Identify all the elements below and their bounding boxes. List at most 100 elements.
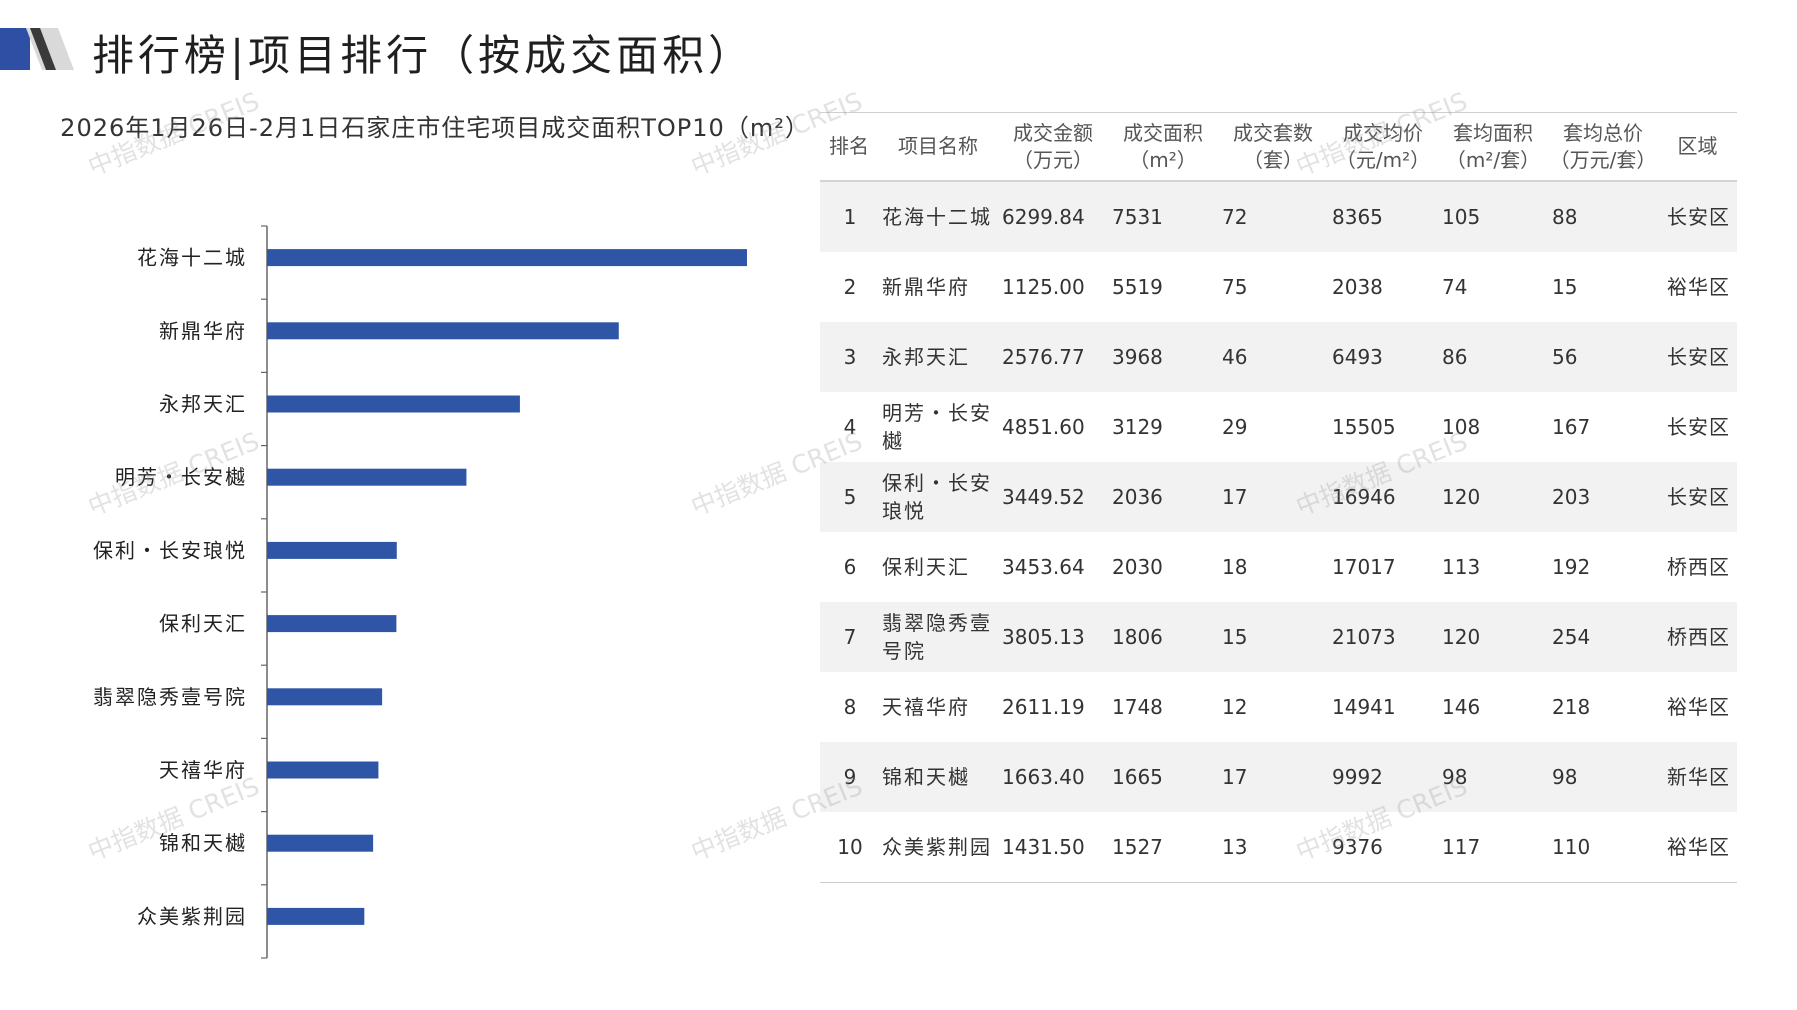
table-cell: 218 <box>1552 695 1591 719</box>
table-row: 7 翡翠隐秀壹号院 3805.13 1806 15 21073 120 254 桥西区 <box>820 602 1737 672</box>
table-cell: 花海十二城 <box>882 205 992 229</box>
table-row: 3 永邦天汇 2576.77 3968 46 6493 86 56 长安区 <box>820 322 1737 392</box>
table-cell: 裕华区 <box>1667 835 1730 859</box>
table-cell: 6 <box>843 555 857 579</box>
bar-3 <box>267 395 520 413</box>
header-decoration-icon <box>0 28 74 70</box>
table-cell: 3129 <box>1112 415 1163 439</box>
bar-5 <box>267 541 397 559</box>
column-header: 成交均价 （元/m²） <box>1335 120 1431 172</box>
table-cell: 15 <box>1222 625 1248 649</box>
table-row: 1 花海十二城 6299.84 7531 72 8365 105 88 长安区 <box>820 181 1737 252</box>
table-cell: 新鼎华府 <box>882 275 970 299</box>
table-row: 8 天禧华府 2611.19 1748 12 14941 146 218 裕华区 <box>820 672 1737 742</box>
table-cell: 3453.64 <box>1002 555 1085 579</box>
table-cell: 2030 <box>1112 555 1163 579</box>
category-label: 保利・长安琅悦 <box>93 538 247 562</box>
column-header: 区域 <box>1677 134 1718 158</box>
table-row: 5 保利・长安琅悦 3449.52 2036 17 16946 120 203 长安区 <box>820 462 1737 532</box>
table-cell: 1665 <box>1112 765 1163 789</box>
bar-1 <box>267 249 747 267</box>
category-label: 新鼎华府 <box>159 319 247 343</box>
table-cell: 5 <box>843 485 857 509</box>
table-cell: 众美紫荆园 <box>882 835 992 859</box>
table-cell: 永邦天汇 <box>882 345 970 369</box>
table-cell: 裕华区 <box>1667 275 1730 299</box>
table-cell: 18 <box>1222 555 1248 579</box>
table-cell: 8 <box>843 695 857 719</box>
table-cell: 2611.19 <box>1002 695 1085 719</box>
table-cell: 天禧华府 <box>882 695 970 719</box>
table-cell: 46 <box>1222 345 1248 369</box>
table-cell: 1 <box>843 205 857 229</box>
table-cell: 98 <box>1552 765 1578 789</box>
table-cell: 2038 <box>1332 275 1383 299</box>
table-cell: 113 <box>1442 555 1481 579</box>
table-cell: 13 <box>1222 835 1248 859</box>
bar-6 <box>267 615 397 633</box>
table-cell: 长安区 <box>1667 205 1730 229</box>
column-header: 成交面积 （m²） <box>1123 120 1203 172</box>
table-cell: 15 <box>1552 275 1578 299</box>
category-label: 众美紫荆园 <box>137 904 247 928</box>
table-cell: 15505 <box>1332 415 1396 439</box>
table-cell: 明芳・长安樾 <box>882 401 992 453</box>
table-cell: 2576.77 <box>1002 345 1085 369</box>
page-title: 排行榜|项目排行（按成交面积） <box>92 31 755 80</box>
category-label: 永邦天汇 <box>159 392 247 416</box>
table-cell: 192 <box>1552 555 1591 579</box>
table-cell: 翡翠隐秀壹号院 <box>882 611 992 663</box>
table-cell: 3805.13 <box>1002 625 1085 649</box>
category-label: 翡翠隐秀壹号院 <box>93 685 247 709</box>
table-cell: 桥西区 <box>1667 555 1730 579</box>
bar-8 <box>267 761 379 779</box>
table-cell: 203 <box>1552 485 1591 509</box>
table-row: 2 新鼎华府 1125.00 5519 75 2038 74 15 裕华区 <box>820 252 1737 322</box>
table-cell: 7 <box>843 625 857 649</box>
table-cell: 保利・长安琅悦 <box>882 471 992 523</box>
table-cell: 长安区 <box>1667 415 1730 439</box>
bar-7 <box>267 688 383 706</box>
table-cell: 2 <box>843 275 857 299</box>
table-cell: 14941 <box>1332 695 1396 719</box>
table-cell: 86 <box>1442 345 1468 369</box>
table-cell: 7531 <box>1112 205 1163 229</box>
table-cell: 9992 <box>1332 765 1383 789</box>
table-cell: 120 <box>1442 485 1481 509</box>
bar-2 <box>267 322 619 340</box>
column-header: 排名 <box>829 134 869 158</box>
bar-4 <box>267 468 467 486</box>
table-cell: 锦和天樾 <box>882 765 970 789</box>
table-cell: 75 <box>1222 275 1248 299</box>
column-header: 套均总价 （万元/套） <box>1549 120 1657 172</box>
table-cell: 17017 <box>1332 555 1396 579</box>
category-label: 保利天汇 <box>159 612 247 636</box>
table-cell: 72 <box>1222 205 1248 229</box>
table-cell: 3 <box>843 345 857 369</box>
table-cell: 105 <box>1442 205 1481 229</box>
table-cell: 4851.60 <box>1002 415 1085 439</box>
table-cell: 1663.40 <box>1002 765 1085 789</box>
table-cell: 新华区 <box>1667 765 1730 789</box>
column-header: 成交金额 （万元） <box>1013 120 1093 172</box>
table-body: 1 花海十二城 6299.84 7531 72 8365 105 88 长安区 2 新鼎华府 1125… <box>820 181 1737 883</box>
table-cell: 167 <box>1552 415 1591 439</box>
table-row: 9 锦和天樾 1663.40 1665 17 9992 98 98 新华区 <box>820 742 1737 812</box>
table-cell: 117 <box>1442 835 1481 859</box>
column-header: 项目名称 <box>898 134 978 158</box>
table-cell: 56 <box>1552 345 1578 369</box>
table-cell: 2036 <box>1112 485 1163 509</box>
table-cell: 1431.50 <box>1002 835 1085 859</box>
column-header: 套均面积 （m²/套） <box>1445 120 1541 172</box>
table-cell: 21073 <box>1332 625 1396 649</box>
category-label: 明芳・长安樾 <box>115 465 247 489</box>
table-cell: 17 <box>1222 765 1248 789</box>
table-row: 6 保利天汇 3453.64 2030 18 17017 113 192 桥西区 <box>820 532 1737 602</box>
table-cell: 4 <box>843 415 857 439</box>
table-cell: 17 <box>1222 485 1248 509</box>
table-cell: 9376 <box>1332 835 1383 859</box>
table-cell: 98 <box>1442 765 1468 789</box>
table-cell: 110 <box>1552 835 1591 859</box>
table-cell: 1748 <box>1112 695 1163 719</box>
table-cell: 10 <box>837 835 863 859</box>
